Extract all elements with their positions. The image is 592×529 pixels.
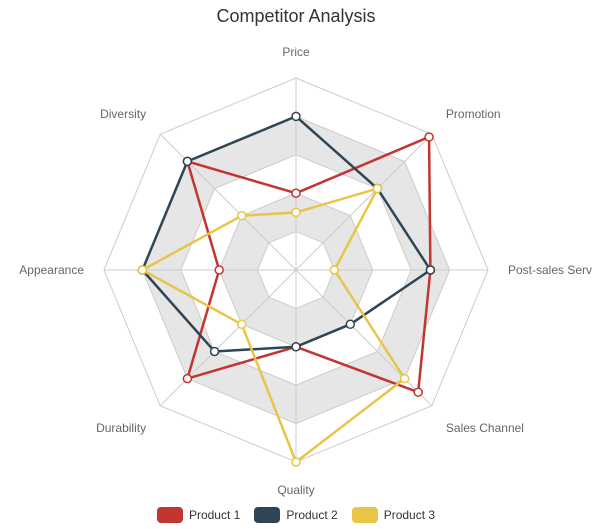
series-marker-2 [292, 112, 300, 120]
axis-label: Appearance [19, 263, 84, 277]
series-marker-3 [238, 320, 246, 328]
series-marker-3 [138, 266, 146, 274]
series-marker-3 [330, 266, 338, 274]
series-marker-2 [426, 266, 434, 274]
chart-title: Competitor Analysis [0, 6, 592, 27]
series-marker-1 [414, 388, 422, 396]
axis-label: Sales Channel [446, 421, 524, 435]
series-marker-1 [292, 189, 300, 197]
series-marker-2 [346, 320, 354, 328]
axis-label: Diversity [100, 107, 146, 121]
series-marker-2 [211, 347, 219, 355]
series-marker-1 [425, 133, 433, 141]
axis-label: Post-sales Service [508, 263, 592, 277]
radar-chart-svg: Price Promotion Post-sales Service Sales Ch… [0, 30, 592, 500]
series-marker-3 [238, 212, 246, 220]
legend-label: Product 2 [286, 508, 337, 522]
legend-swatch [254, 507, 280, 523]
series-marker-3 [401, 375, 409, 383]
axis-label: Durability [96, 421, 146, 435]
chart-legend: Product 1 Product 2 Product 3 [0, 507, 592, 523]
legend-item-3[interactable]: Product 3 [352, 507, 435, 523]
legend-label: Product 1 [189, 508, 240, 522]
radar-chart-container: Competitor Analysis Price Promotion Post-s… [0, 0, 592, 529]
series-marker-2 [183, 157, 191, 165]
series-marker-1 [215, 266, 223, 274]
series-marker-3 [292, 458, 300, 466]
legend-swatch [157, 507, 183, 523]
series-marker-2 [292, 343, 300, 351]
series-marker-1 [183, 375, 191, 383]
legend-label: Product 3 [384, 508, 435, 522]
axis-label: Price [282, 45, 310, 59]
series-marker-3 [373, 185, 381, 193]
legend-swatch [352, 507, 378, 523]
legend-item-2[interactable]: Product 2 [254, 507, 337, 523]
axis-label: Quality [277, 483, 314, 497]
axis-label: Promotion [446, 107, 501, 121]
series-marker-3 [292, 208, 300, 216]
legend-item-1[interactable]: Product 1 [157, 507, 240, 523]
